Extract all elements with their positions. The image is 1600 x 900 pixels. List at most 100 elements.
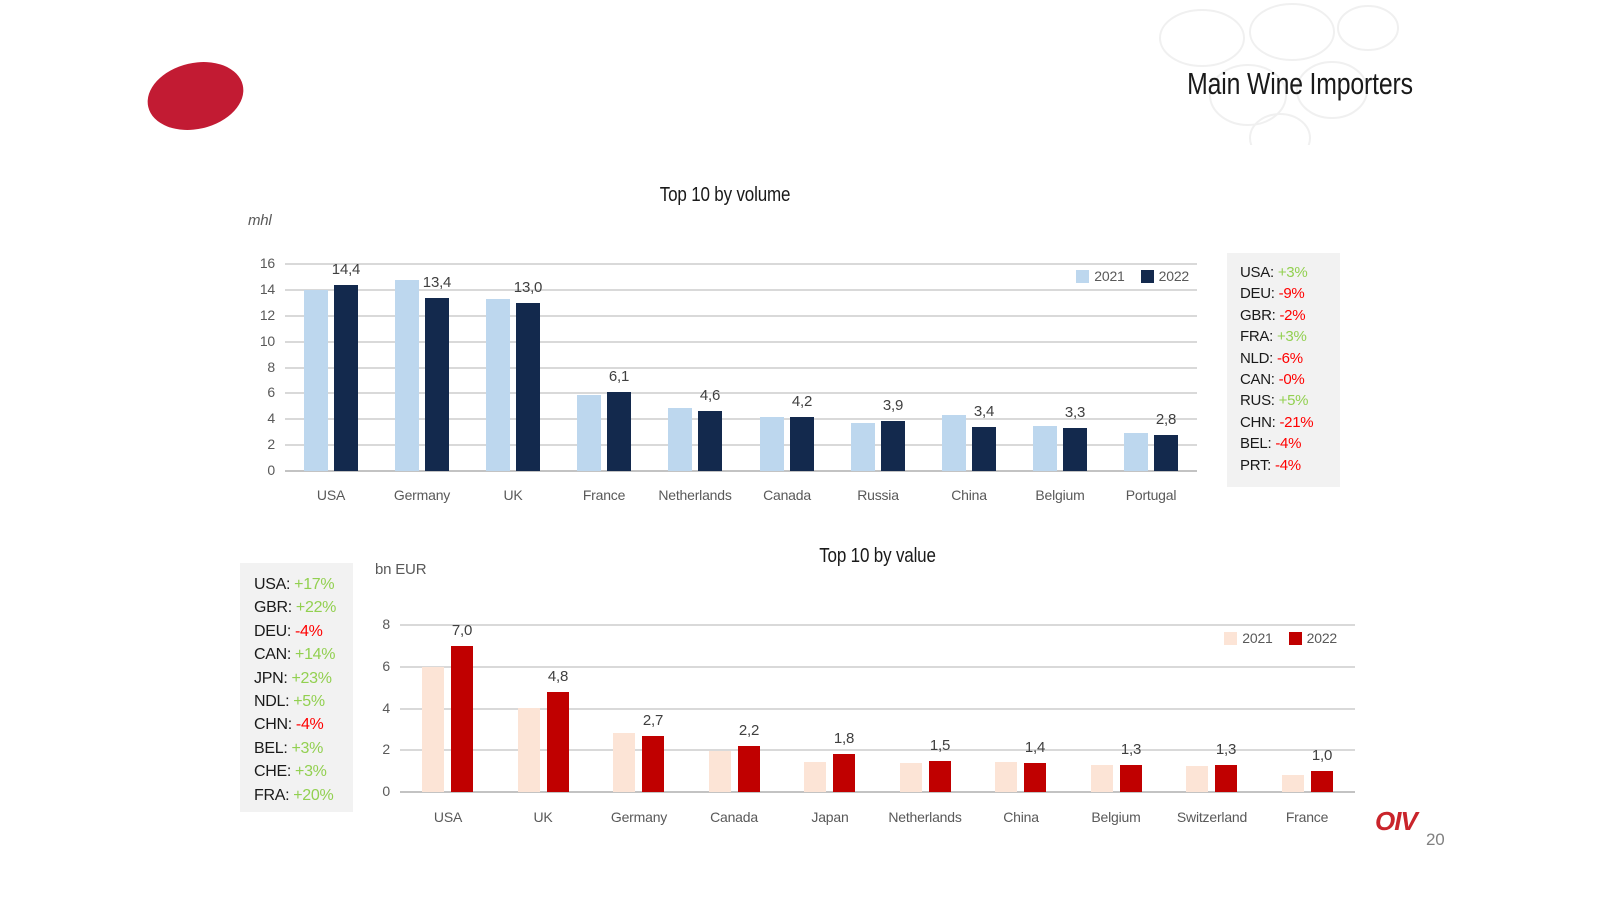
legend-label: 2021	[1094, 268, 1125, 284]
change-row-deu: DEU: -9%	[1240, 283, 1340, 304]
country-code: BEL:	[254, 739, 288, 757]
bar-2022-canada	[790, 417, 814, 471]
bar-2022-china	[972, 427, 996, 471]
value-label: 1,4	[1024, 739, 1046, 756]
country-code: CAN:	[254, 646, 292, 664]
page-title: Main Wine Importers	[1187, 66, 1413, 101]
country-code: USA:	[254, 576, 291, 593]
country-code: CHN:	[1240, 413, 1276, 431]
bar-2021-uk	[518, 708, 540, 792]
value-chart: 0 2 4 6 8 7,0 USA 4,8 UK 2,7 Germany 2,2 Canada 1,8 Ja…	[382, 616, 1355, 825]
gridline	[285, 314, 1197, 317]
legend-label: 2022	[1306, 630, 1338, 646]
gridline	[285, 444, 1197, 447]
gridline	[400, 749, 1355, 752]
y-axis-tick-label: 10	[259, 332, 275, 349]
change-row-rus: RUS: +5%	[1240, 390, 1340, 411]
value-change-panel: USA: +17% GBR: +22% DEU: -4% CAN: +14% JPN: +23% N…	[240, 563, 353, 812]
page-number: 20	[1426, 830, 1445, 849]
grapes-decoration	[1159, 3, 1399, 145]
value-label: 1,3	[1215, 741, 1237, 758]
y-axis-tick-label: 2	[382, 741, 390, 758]
country-code: FRA:	[254, 786, 290, 804]
wine-stain-logo	[140, 52, 251, 140]
percent-change: +17%	[294, 576, 335, 593]
value-label: 1,3	[1120, 741, 1142, 758]
legend-item-2022: 2022	[1288, 630, 1338, 646]
category-label-usa: USA	[316, 487, 346, 503]
gridline	[400, 707, 1355, 710]
y-axis-tick-label: 2	[267, 436, 275, 453]
legend-item-2021: 2021	[1076, 268, 1125, 284]
bar-2022-portugal	[1154, 435, 1178, 471]
percent-change: -4%	[1275, 456, 1301, 474]
category-label-uk: UK	[533, 809, 553, 825]
change-row-chn: CHN: -4%	[254, 713, 353, 736]
bar-2021-germany	[395, 280, 419, 471]
value-label: 6,1	[608, 368, 630, 385]
bar-2022-japan	[833, 754, 855, 792]
category-label-netherlands: Netherlands	[658, 487, 732, 503]
y-axis-tick-label: 4	[382, 699, 390, 716]
bar-2021-china	[995, 762, 1017, 792]
gridline	[285, 418, 1197, 421]
y-axis-tick-label: 8	[267, 358, 275, 375]
bar-2022-switzerland	[1215, 765, 1237, 792]
percent-change: +5%	[1278, 392, 1309, 410]
value-label: 1,0	[1311, 747, 1333, 764]
value-label: 4,2	[791, 393, 813, 410]
gridline	[285, 366, 1197, 369]
value-label: 3,4	[973, 403, 995, 420]
bar-2022-belgium	[1063, 428, 1087, 471]
category-label-canada: Canada	[763, 487, 811, 503]
volume-chart-title: Top 10 by volume	[659, 184, 791, 206]
gridline	[400, 665, 1355, 668]
bar-2022-usa	[451, 646, 473, 792]
legend-swatch-icon	[1140, 269, 1154, 283]
bar-2021-germany	[613, 733, 635, 792]
country-code: DEU:	[254, 622, 292, 640]
percent-change: +3%	[1276, 328, 1307, 346]
change-row-usa: USA: +3%	[1240, 262, 1340, 283]
percent-change: +14%	[295, 646, 336, 664]
bar-2022-russia	[881, 421, 905, 471]
value-label: 3,9	[882, 397, 904, 414]
legend-item-2021: 2021	[1224, 630, 1273, 646]
category-label-switzerland: Switzerland	[1176, 809, 1248, 825]
value-label: 3,3	[1064, 404, 1086, 421]
gridline	[285, 392, 1197, 395]
legend-swatch-icon	[1076, 269, 1090, 283]
gridline	[400, 791, 1355, 793]
change-row-jpn: JPN: +23%	[254, 667, 353, 690]
bar-2022-uk	[516, 303, 540, 471]
gridline	[285, 340, 1197, 343]
change-row-can: CAN: +14%	[254, 643, 353, 666]
percent-change: +5%	[293, 693, 325, 711]
value-label: 4,8	[547, 668, 569, 685]
percent-change: -2%	[1279, 306, 1306, 324]
country-code: CAN:	[1240, 371, 1275, 389]
country-code: DEU:	[1240, 285, 1275, 303]
category-label-belgium: Belgium	[1035, 487, 1085, 503]
percent-change: +3%	[291, 739, 324, 757]
bar-2021-usa	[304, 290, 328, 471]
bar-2021-portugal	[1124, 433, 1148, 471]
bar-2021-netherlands	[668, 408, 692, 471]
gridline	[400, 624, 1355, 626]
country-code: GBR:	[1240, 306, 1276, 324]
percent-change: -21%	[1279, 413, 1314, 431]
percent-change: -0%	[1278, 371, 1305, 389]
value-label: 13,0	[513, 279, 543, 296]
bar-2022-germany	[642, 736, 664, 792]
bar-2021-uk	[486, 299, 510, 471]
country-code: NDL:	[254, 693, 290, 711]
y-axis-tick-label: 0	[382, 783, 390, 799]
change-row-gbr: GBR: -2%	[1240, 305, 1340, 326]
volume-unit-label: mhl	[248, 212, 272, 229]
value-label: 4,6	[699, 387, 721, 404]
bar-2022-france	[607, 392, 631, 471]
percent-change: -6%	[1276, 349, 1303, 367]
bar-2022-belgium	[1120, 765, 1142, 792]
bar-2021-france	[577, 395, 601, 471]
y-axis-tick-label: 4	[267, 410, 275, 427]
